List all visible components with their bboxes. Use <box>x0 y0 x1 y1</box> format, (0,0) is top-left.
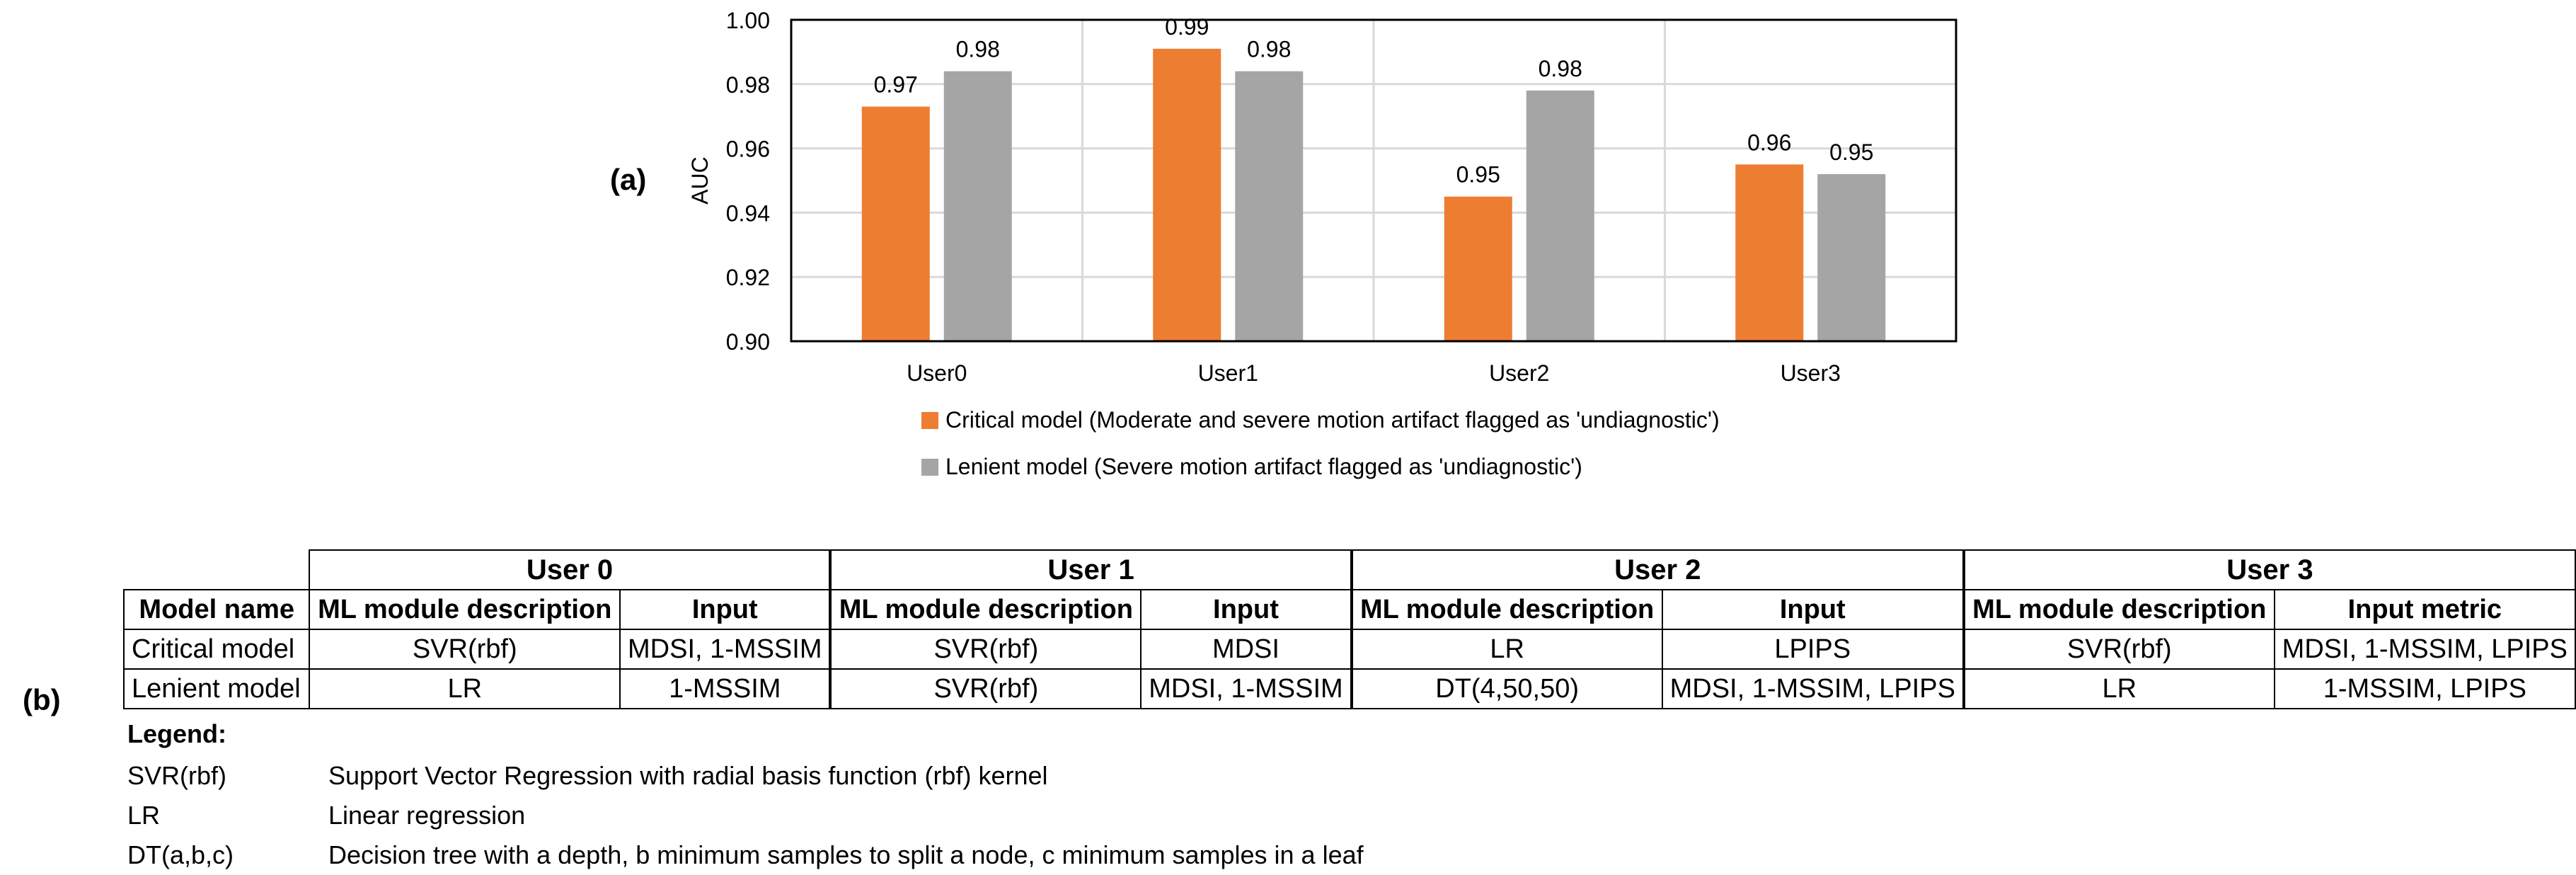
bar <box>1153 48 1221 342</box>
column-header: Input <box>619 589 832 630</box>
table-row-critical-model: Critical model SVR(rbf) MDSI, 1-MSSIM SV… <box>122 629 2576 670</box>
legend-item: SVR(rbf) Support Vector Regression with … <box>127 756 1364 796</box>
legend-swatch <box>921 412 938 429</box>
table-cell: LR <box>1962 668 2275 709</box>
table-user-header-row: User 0 User 1 User 2 User 3 <box>124 549 2576 590</box>
model-name-header: Model name <box>122 589 311 630</box>
legend-desc: Decision tree with a depth, b minimum sa… <box>328 840 1364 869</box>
user2-header: User 2 <box>1350 549 1965 590</box>
y-tick-label: 0.98 <box>726 72 770 98</box>
table-cell: LPIPS <box>1661 629 1965 670</box>
panel-a-label: (a) <box>610 163 647 196</box>
x-tick-label: User2 <box>1489 360 1549 386</box>
column-header: Input <box>1140 589 1352 630</box>
column-header: ML module description <box>829 589 1142 630</box>
legend-entry: Lenient model (Severe motion artifact fl… <box>945 454 1582 479</box>
column-header: Input metric <box>2273 589 2576 630</box>
table-cell: SVR(rbf) <box>1962 629 2275 670</box>
row-name: Lenient model <box>122 668 311 709</box>
bar <box>1526 90 1594 341</box>
user0-header: User 0 <box>309 549 832 590</box>
legend-item: DT(a,b,c) Decision tree with a depth, b … <box>127 835 1364 875</box>
y-tick-label: 0.90 <box>726 329 770 355</box>
x-tick-label: User0 <box>907 360 967 386</box>
column-header: ML module description <box>309 589 621 630</box>
legend-entry: Critical model (Moderate and severe moti… <box>945 407 1720 433</box>
panel-b-label: (b) <box>23 683 61 716</box>
data-label: 0.98 <box>956 37 1000 62</box>
column-header: ML module description <box>1962 589 2275 630</box>
table-cell: SVR(rbf) <box>829 668 1142 709</box>
user1-header: User 1 <box>829 549 1352 590</box>
legend-desc: Support Vector Regression with radial ba… <box>328 761 1048 790</box>
bar <box>1444 196 1512 341</box>
data-label: 0.98 <box>1247 37 1291 62</box>
plot-border <box>790 18 1957 343</box>
table-cell: MDSI, 1-MSSIM <box>1140 668 1352 709</box>
table-cell: DT(4,50,50) <box>1350 668 1663 709</box>
table-cell: 1-MSSIM <box>619 668 832 709</box>
table-cell: MDSI, 1-MSSIM, LPIPS <box>1661 668 1965 709</box>
table-cell: MDSI, 1-MSSIM, LPIPS <box>2273 629 2576 670</box>
legend-desc: Linear regression <box>328 801 526 830</box>
bar <box>861 106 930 341</box>
bar <box>1735 164 1804 341</box>
bar <box>1235 71 1304 341</box>
auc-bar-chart: 0.90 0.92 0.94 0.96 0.98 1.00 0.97 0.98 User0 0.9… <box>687 8 1957 479</box>
legend-abbr: LR <box>127 801 161 830</box>
table-row-lenient-model: Lenient model LR 1-MSSIM SVR(rbf) MDSI, … <box>122 668 2576 709</box>
y-tick-label: 1.00 <box>726 8 770 33</box>
table-cell: SVR(rbf) <box>829 629 1142 670</box>
y-axis-label: AUC <box>687 156 713 205</box>
legend-title: Legend: <box>127 719 226 748</box>
table-cell: LR <box>1350 629 1663 670</box>
row-name: Critical model <box>122 629 311 670</box>
table-cell: SVR(rbf) <box>309 629 621 670</box>
legend-item: LR Linear regression <box>127 796 1364 835</box>
legend-swatch <box>921 459 938 476</box>
table-cell: MDSI <box>1140 629 1352 670</box>
x-tick-label: User1 <box>1198 360 1258 386</box>
data-label: 0.99 <box>1165 14 1209 40</box>
data-label: 0.98 <box>1539 56 1582 81</box>
legend-abbr: DT(a,b,c) <box>127 840 234 869</box>
y-tick-label: 0.92 <box>726 265 770 290</box>
bar <box>943 71 1012 341</box>
table-column-header-row: Model name ML module description Input M… <box>122 589 2576 630</box>
user3-header: User 3 <box>1962 549 2576 590</box>
bar <box>1817 173 1886 341</box>
model-table: User 0 User 1 User 2 User 3 Model name M… <box>122 549 2576 709</box>
y-tick-label: 0.94 <box>726 200 770 226</box>
data-label: 0.97 <box>874 72 918 98</box>
table-cell: 1-MSSIM, LPIPS <box>2273 668 2576 709</box>
y-tick-label: 0.96 <box>726 137 770 162</box>
table-corner-cell <box>124 550 311 590</box>
column-header: ML module description <box>1350 589 1663 630</box>
data-label: 0.95 <box>1829 139 1873 165</box>
data-label: 0.96 <box>1747 130 1791 155</box>
data-label: 0.95 <box>1456 162 1500 188</box>
abbreviation-legend: Legend: SVR(rbf) Support Vector Regressi… <box>127 716 1364 875</box>
table-cell: LR <box>309 668 621 709</box>
column-header: Input <box>1661 589 1965 630</box>
x-tick-label: User3 <box>1781 360 1841 386</box>
legend-abbr: SVR(rbf) <box>127 761 227 790</box>
table-cell: MDSI, 1-MSSIM <box>619 629 832 670</box>
